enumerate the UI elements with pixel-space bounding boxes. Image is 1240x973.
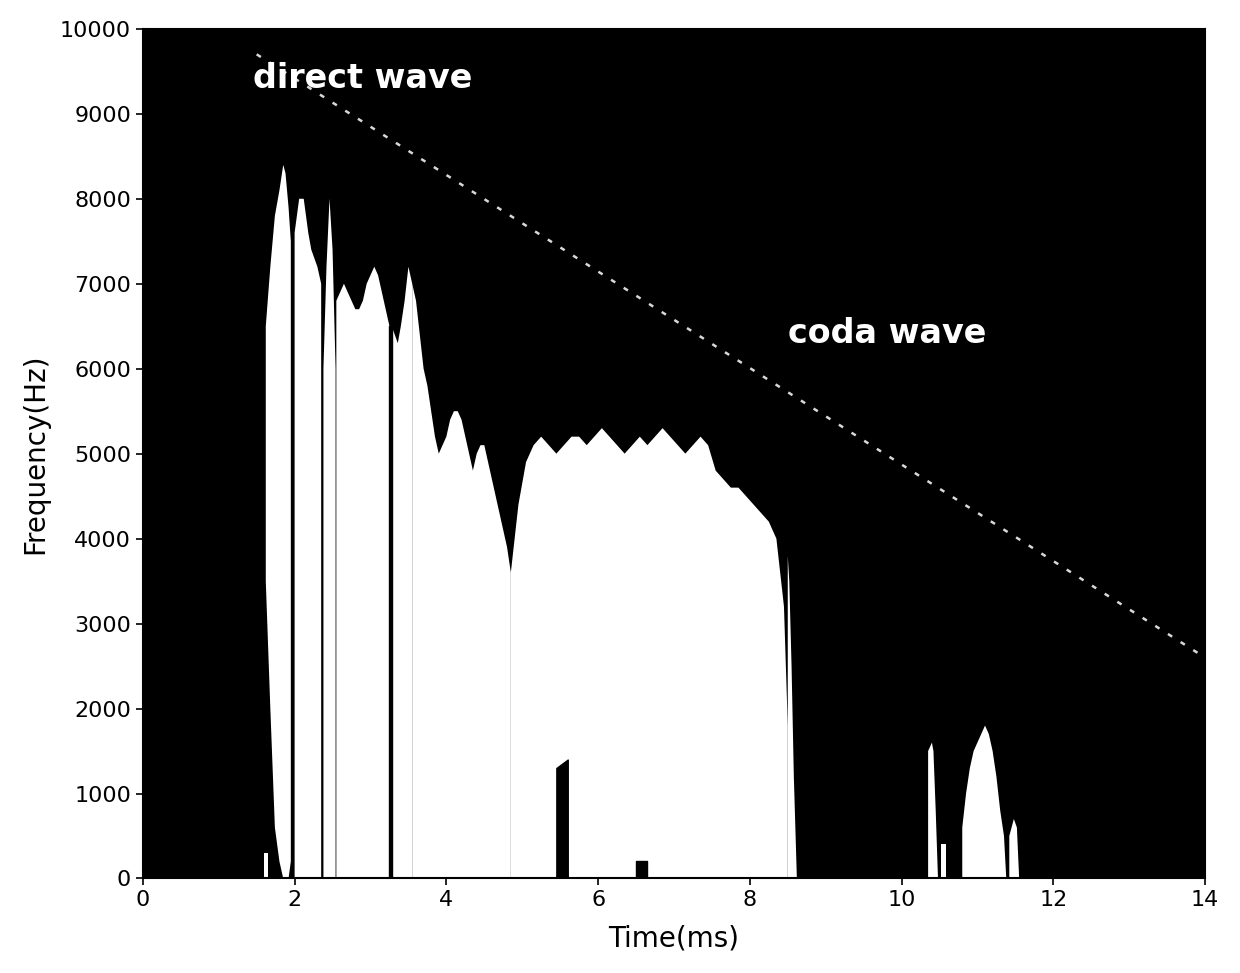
Polygon shape bbox=[476, 853, 480, 879]
Polygon shape bbox=[295, 198, 321, 879]
Polygon shape bbox=[678, 853, 689, 879]
Polygon shape bbox=[787, 556, 797, 879]
Polygon shape bbox=[723, 870, 729, 879]
X-axis label: Time(ms): Time(ms) bbox=[609, 924, 739, 953]
Polygon shape bbox=[511, 428, 787, 879]
Polygon shape bbox=[928, 742, 937, 879]
Polygon shape bbox=[336, 267, 389, 879]
Polygon shape bbox=[324, 198, 336, 879]
Polygon shape bbox=[553, 768, 560, 879]
Polygon shape bbox=[941, 845, 946, 879]
Text: direct wave: direct wave bbox=[253, 62, 472, 95]
Polygon shape bbox=[264, 853, 268, 879]
Polygon shape bbox=[640, 861, 647, 879]
Polygon shape bbox=[485, 861, 489, 879]
Polygon shape bbox=[712, 870, 719, 879]
Polygon shape bbox=[962, 726, 1007, 879]
Text: coda wave: coda wave bbox=[787, 317, 986, 350]
Polygon shape bbox=[1009, 819, 1019, 879]
Polygon shape bbox=[392, 267, 412, 879]
Polygon shape bbox=[412, 284, 511, 879]
Y-axis label: Frequency(Hz): Frequency(Hz) bbox=[21, 353, 48, 554]
Polygon shape bbox=[765, 522, 784, 879]
Polygon shape bbox=[404, 861, 408, 879]
Polygon shape bbox=[314, 861, 317, 879]
Polygon shape bbox=[265, 164, 291, 879]
